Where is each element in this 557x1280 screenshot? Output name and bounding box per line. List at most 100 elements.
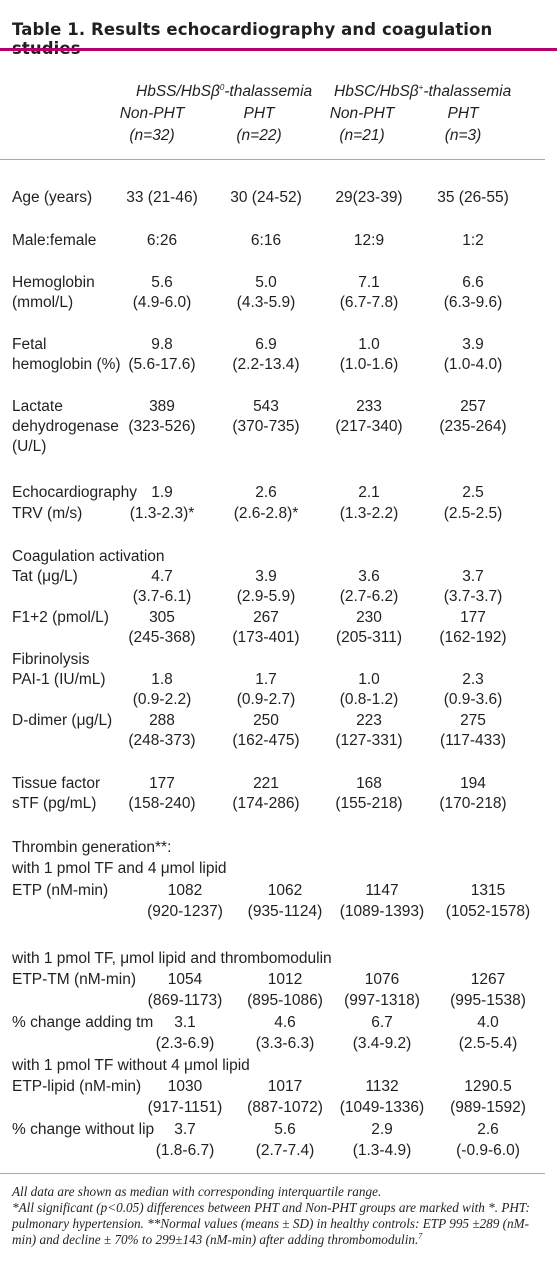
cell: 6:16 bbox=[250, 232, 282, 249]
cell: (2.7-7.4) bbox=[255, 1142, 315, 1159]
cell: (-0.9-6.0) bbox=[456, 1142, 520, 1159]
cell: (2.6-2.8)* bbox=[233, 505, 299, 522]
footer-rule bbox=[0, 1173, 545, 1174]
cell: (869-1173) bbox=[147, 992, 223, 1009]
cell: (935-1124) bbox=[247, 903, 323, 920]
cell: (895-1086) bbox=[247, 992, 323, 1009]
section-title: Thrombin generation**: bbox=[12, 839, 172, 856]
group-header-hbsc: HbSC/HbSβ+-thalassemia bbox=[334, 82, 512, 100]
row-label: % change adding tm bbox=[12, 1014, 154, 1031]
cell: 1315 bbox=[470, 882, 506, 899]
row-label: Lactate bbox=[12, 398, 63, 415]
cell: (0.9-2.2) bbox=[132, 691, 192, 708]
cell: 1054 bbox=[167, 971, 203, 988]
col-n-1: (n=32) bbox=[129, 127, 175, 144]
section-subtitle: with 1 pmol TF without 4 μmol lipid bbox=[12, 1057, 250, 1074]
cell: 389 bbox=[149, 398, 175, 415]
cell: 1132 bbox=[365, 1078, 399, 1095]
cell: 6:26 bbox=[146, 232, 178, 249]
cell: (1.0-4.0) bbox=[443, 356, 503, 373]
cell: 230 bbox=[356, 609, 382, 626]
section-subtitle: with 1 pmol TF and 4 μmol lipid bbox=[12, 860, 227, 877]
cell: 2.9 bbox=[371, 1121, 393, 1138]
cell: 3.7 bbox=[174, 1121, 196, 1138]
row-label: Echocardiography bbox=[12, 484, 137, 501]
cell: (162-475) bbox=[232, 732, 300, 749]
row-label: Tissue factor bbox=[12, 775, 101, 792]
cell: (995-1538) bbox=[450, 992, 526, 1009]
cell: 5.0 bbox=[255, 274, 277, 291]
row-label: ETP-lipid (nM-min) bbox=[12, 1078, 142, 1095]
cell: (997-1318) bbox=[344, 992, 420, 1009]
cell: 5.6 bbox=[151, 274, 173, 291]
cell: 1267 bbox=[470, 971, 506, 988]
cell: (1.3-2.3)* bbox=[129, 505, 195, 522]
cell: (117-433) bbox=[439, 732, 507, 749]
cell: (2.9-5.9) bbox=[236, 588, 296, 605]
cell: (170-218) bbox=[439, 795, 507, 812]
cell: (6.3-9.6) bbox=[443, 294, 503, 311]
cell: 305 bbox=[149, 609, 175, 626]
cell: 221 bbox=[253, 775, 279, 792]
cell: (887-1072) bbox=[247, 1099, 323, 1116]
cell: 6.9 bbox=[255, 336, 277, 353]
cell: (2.5-2.5) bbox=[443, 505, 503, 522]
row-label: (U/L) bbox=[12, 438, 47, 455]
cell: 35 (26-55) bbox=[437, 189, 509, 206]
row-label: PAI-1 (IU/mL) bbox=[12, 671, 106, 688]
cell: (217-340) bbox=[335, 418, 403, 435]
row-label: Tat (μg/L) bbox=[12, 568, 78, 585]
cell: 1:2 bbox=[462, 232, 484, 249]
group-header-hbss: HbSS/HbSβ0-thalassemia bbox=[136, 82, 313, 100]
cell: 1.7 bbox=[255, 671, 277, 688]
cell: 275 bbox=[460, 712, 486, 729]
cell: (0.9-2.7) bbox=[236, 691, 296, 708]
table-title: Table 1. Results echocardiography and co… bbox=[12, 20, 493, 58]
cell: (1089-1393) bbox=[339, 903, 425, 920]
cell: 4.0 bbox=[477, 1014, 499, 1031]
cell: 7.1 bbox=[358, 274, 380, 291]
cell: 6.7 bbox=[371, 1014, 393, 1031]
header-rule bbox=[0, 159, 545, 160]
cell: 177 bbox=[149, 775, 175, 792]
cell: 3.1 bbox=[174, 1014, 196, 1031]
cell: 1030 bbox=[167, 1078, 203, 1095]
cell: (162-192) bbox=[439, 629, 507, 646]
table-footnote: All data are shown as median with corres… bbox=[12, 1184, 542, 1248]
row-label: % change without lip bbox=[12, 1121, 155, 1138]
cell: 30 (24-52) bbox=[230, 189, 302, 206]
cell: 2.3 bbox=[462, 671, 484, 688]
row-label: TRV (m/s) bbox=[12, 505, 83, 522]
cell: (4.9-6.0) bbox=[132, 294, 192, 311]
cell: (0.8-1.2) bbox=[339, 691, 399, 708]
footnote-line-1: All data are shown as median with corres… bbox=[12, 1184, 382, 1199]
cell: (0.9-3.6) bbox=[443, 691, 503, 708]
cell: (370-735) bbox=[232, 418, 300, 435]
row-label: Male:female bbox=[12, 232, 97, 249]
col-header-2: PHT bbox=[243, 105, 275, 122]
cell: (158-240) bbox=[128, 795, 196, 812]
cell: 4.7 bbox=[151, 568, 173, 585]
cell: 4.6 bbox=[274, 1014, 296, 1031]
row-label: sTF (pg/mL) bbox=[12, 795, 97, 812]
col-header-3: Non-PHT bbox=[329, 105, 395, 122]
row-label: hemoglobin (%) bbox=[12, 356, 121, 373]
section-title: Coagulation activation bbox=[12, 548, 165, 565]
cell: 233 bbox=[356, 398, 382, 415]
cell: (4.3-5.9) bbox=[236, 294, 296, 311]
section-title: Fibrinolysis bbox=[12, 651, 90, 668]
cell: 543 bbox=[253, 398, 279, 415]
cell: (155-218) bbox=[335, 795, 403, 812]
cell: (2.3-6.9) bbox=[155, 1035, 215, 1052]
cell: (1.3-4.9) bbox=[352, 1142, 412, 1159]
cell: (323-526) bbox=[128, 418, 196, 435]
cell: 3.7 bbox=[462, 568, 484, 585]
cell: (127-331) bbox=[335, 732, 403, 749]
cell: 1.8 bbox=[151, 671, 173, 688]
cell: (1052-1578) bbox=[445, 903, 531, 920]
cell: (1049-1336) bbox=[339, 1099, 425, 1116]
cell: (1.8-6.7) bbox=[155, 1142, 215, 1159]
cell: 6.6 bbox=[462, 274, 484, 291]
col-n-2: (n=22) bbox=[236, 127, 282, 144]
